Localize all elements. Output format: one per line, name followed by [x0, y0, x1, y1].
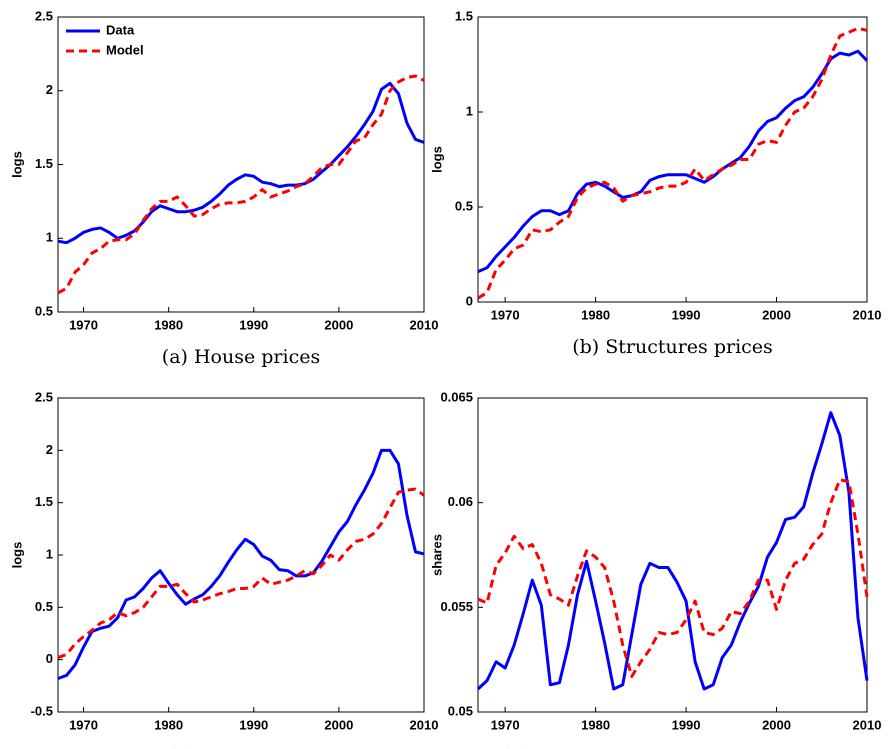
- caption: (a) House prices: [162, 346, 320, 368]
- x-tick-label: 1980: [154, 717, 183, 732]
- x-tick-label: 1980: [581, 717, 610, 732]
- x-tick-label: 1990: [239, 317, 268, 332]
- series-line: [476, 411, 869, 691]
- y-tick-label: 1: [46, 230, 53, 245]
- y-axis-label: logs: [9, 542, 24, 569]
- caption: (c) Land prices: [169, 746, 314, 749]
- caption: (b) Structures prices: [572, 336, 773, 358]
- y-tick-label: 1: [466, 103, 473, 118]
- x-tick-label: 2000: [762, 307, 791, 322]
- x-tick-label: 1990: [239, 717, 268, 732]
- caption: (d) Construction employment share: [501, 746, 844, 749]
- x-tick-label: 2010: [410, 717, 439, 732]
- series-line: [57, 448, 425, 680]
- y-tick-label: 0.06: [448, 494, 473, 509]
- x-tick-label: 2010: [853, 307, 882, 322]
- y-tick-label: 0.5: [35, 599, 53, 614]
- y-tick-label: 1: [46, 546, 53, 561]
- series-line: [477, 478, 869, 678]
- y-tick-label: 0.05: [448, 703, 473, 718]
- y-tick-label: 2: [46, 442, 53, 457]
- y-axis-label: logs: [429, 146, 444, 173]
- x-tick-label: 1980: [581, 307, 610, 322]
- x-tick-label: 1970: [69, 317, 98, 332]
- plot-frame: [57, 397, 425, 713]
- series-line: [477, 49, 869, 273]
- y-axis-label: shares: [429, 534, 444, 576]
- plot-frame: [477, 16, 868, 303]
- y-tick-label: 0: [466, 293, 473, 308]
- plot-frame: [477, 397, 868, 713]
- y-tick-label: 0.065: [440, 389, 473, 404]
- y-tick-label: 0.5: [35, 303, 53, 318]
- y-tick-label: 1.5: [455, 8, 473, 23]
- y-tick-label: 2: [46, 82, 53, 97]
- y-tick-label: -0.5: [31, 703, 53, 718]
- series-line: [57, 74, 425, 295]
- y-tick-label: 2.5: [35, 8, 53, 23]
- y-tick-label: 2.5: [35, 389, 53, 404]
- x-tick-label: 1990: [672, 307, 701, 322]
- x-tick-label: 2000: [324, 717, 353, 732]
- plot-frame: [57, 16, 425, 313]
- x-tick-label: 1970: [491, 717, 520, 732]
- y-tick-label: 1.5: [35, 494, 53, 509]
- legend-label: Model: [106, 42, 144, 57]
- x-tick-label: 1990: [672, 717, 701, 732]
- y-tick-label: 1.5: [35, 156, 53, 171]
- legend-label: Data: [106, 22, 135, 37]
- x-tick-label: 2000: [762, 717, 791, 732]
- y-tick-label: 0.5: [455, 198, 473, 213]
- series-line: [57, 487, 425, 659]
- x-tick-label: 2010: [410, 317, 439, 332]
- x-tick-label: 1970: [69, 717, 98, 732]
- x-tick-label: 1980: [154, 317, 183, 332]
- y-axis-label: logs: [9, 151, 24, 178]
- x-tick-label: 2000: [324, 317, 353, 332]
- y-tick-label: 0: [46, 651, 53, 666]
- y-tick-label: 0.055: [440, 599, 473, 614]
- series-line: [477, 26, 868, 300]
- series-line: [57, 81, 425, 245]
- x-tick-label: 2010: [853, 717, 882, 732]
- x-tick-label: 1970: [491, 307, 520, 322]
